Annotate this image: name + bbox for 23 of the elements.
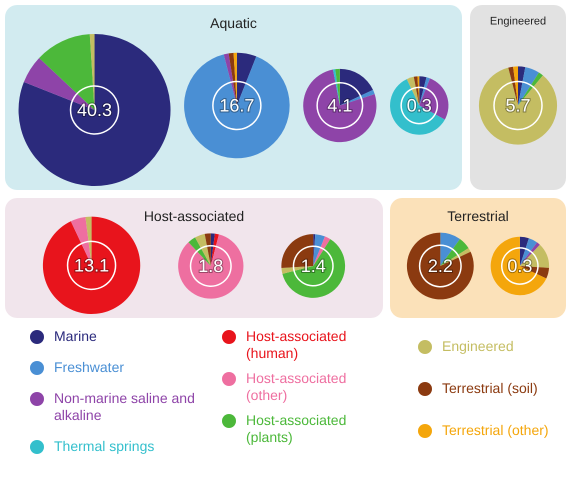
chart-title: Aquatic	[210, 15, 257, 31]
legend-label: Host-associated (plants)	[246, 412, 348, 446]
text: 4.1	[327, 96, 352, 116]
legend-label: Host-associated (human)	[246, 328, 348, 362]
legend-label: Terrestrial (soil)	[442, 380, 538, 397]
legend-label: Non-marine saline and alkaline	[54, 390, 196, 424]
text: 40.3	[77, 100, 112, 120]
text: 1.4	[300, 256, 326, 276]
legend-label: Engineered	[442, 338, 514, 355]
text: 1.8	[198, 256, 224, 276]
legend-label: Freshwater	[54, 359, 124, 376]
legend-label: Thermal springs	[54, 438, 154, 455]
legend-label: Host-associated (other)	[246, 370, 348, 404]
text: 2.2	[428, 256, 453, 276]
text: 5.7	[505, 96, 531, 116]
text: 0.3	[507, 256, 532, 276]
chart-title: Host-associated	[144, 208, 244, 224]
text: 16.7	[219, 96, 254, 116]
text: 13.1	[74, 255, 110, 276]
chart-title: Terrestrial	[447, 208, 509, 224]
chart-title: Engineered	[490, 16, 546, 28]
legend-label: Marine	[54, 328, 97, 345]
legend-label: Terrestrial (other)	[442, 422, 549, 439]
